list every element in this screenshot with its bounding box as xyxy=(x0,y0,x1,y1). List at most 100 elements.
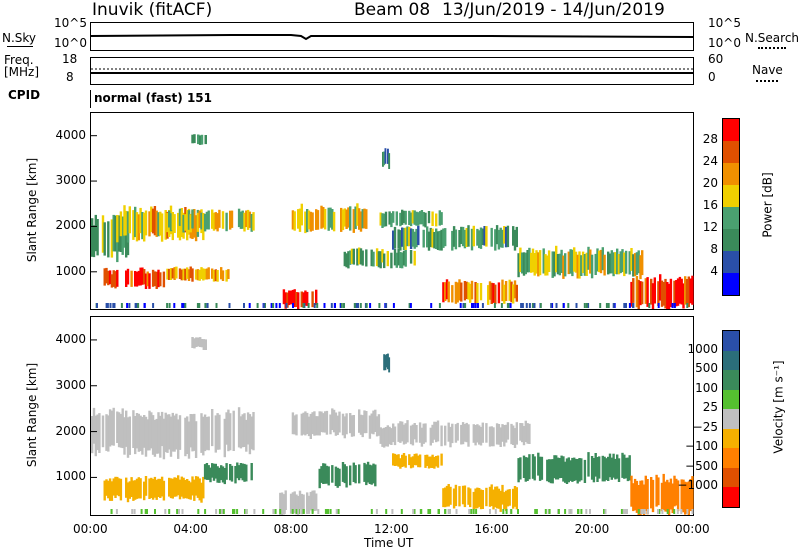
colorbar-segment xyxy=(723,467,739,488)
velocity-cell xyxy=(214,415,217,453)
power-cell xyxy=(573,247,576,272)
power-cell xyxy=(433,232,436,249)
power-cell xyxy=(413,250,416,266)
power-cell xyxy=(205,211,209,230)
power-cell xyxy=(528,247,531,273)
power-cell xyxy=(384,148,387,164)
velocity-cell xyxy=(651,479,655,513)
velocity-cell xyxy=(289,493,293,514)
velocity-cell xyxy=(194,421,198,458)
power-cell xyxy=(460,282,463,302)
power-cell xyxy=(427,231,431,251)
velocity-cell xyxy=(173,477,176,497)
power-cell xyxy=(171,268,174,279)
power-cell xyxy=(173,214,176,233)
velocity-cell xyxy=(372,410,375,435)
colorbar-tick-label: −25 xyxy=(692,419,718,434)
power-cell xyxy=(551,251,554,278)
velocity-cell xyxy=(433,456,436,469)
velocity-cell xyxy=(202,416,205,456)
freq-tick-bottom: 8 xyxy=(66,70,74,84)
power-cell xyxy=(409,212,413,227)
velocity-cell xyxy=(105,414,108,451)
velocity-cell xyxy=(478,488,481,507)
velocity-cell xyxy=(116,476,119,496)
power-cell xyxy=(355,303,357,308)
velocity-cell xyxy=(442,488,445,508)
velocity-cell xyxy=(331,465,334,483)
power-cell xyxy=(112,270,115,287)
power-cell xyxy=(599,249,603,274)
nsky-trace xyxy=(91,34,693,41)
power-cell xyxy=(680,278,683,305)
power-cell xyxy=(112,303,115,308)
velocity-cell xyxy=(673,475,676,507)
power-cell xyxy=(225,212,228,232)
velocity-cell xyxy=(413,509,416,514)
velocity-cell xyxy=(415,425,418,443)
velocity-cell xyxy=(399,458,402,469)
velocity-cell xyxy=(211,409,214,447)
velocity-cell xyxy=(184,417,187,457)
power-cell xyxy=(302,303,305,308)
velocity-cell xyxy=(549,459,553,484)
velocity-cell xyxy=(365,411,368,434)
power-cell xyxy=(323,303,326,308)
power-cell xyxy=(353,303,356,308)
power-cell xyxy=(137,214,140,241)
velocity-cell xyxy=(589,509,591,514)
power-cell xyxy=(495,225,499,245)
velocity-cell xyxy=(413,423,416,440)
velocity-cell xyxy=(193,338,196,349)
velocity-cell xyxy=(404,455,407,468)
beam-label: Beam 08 xyxy=(354,0,431,20)
velocity-cell xyxy=(173,415,176,452)
power-cell xyxy=(177,213,180,233)
velocity-cell xyxy=(320,466,323,483)
velocity-cell xyxy=(506,422,510,440)
power-cell xyxy=(383,151,386,166)
velocity-cell xyxy=(499,427,502,447)
velocity-cell xyxy=(307,416,311,437)
velocity-cell xyxy=(334,466,338,486)
power-cell xyxy=(157,269,160,288)
velocity-cell xyxy=(236,509,239,514)
velocity-cell xyxy=(461,485,465,505)
velocity-cell xyxy=(614,458,617,480)
power-cell xyxy=(347,207,350,228)
colorbar-segment xyxy=(723,428,739,449)
power-cell xyxy=(537,252,540,277)
velocity-cell xyxy=(616,454,619,479)
velocity-cell xyxy=(243,463,246,482)
power-cell xyxy=(493,303,496,308)
velocity-cell xyxy=(476,424,479,443)
power-cell xyxy=(298,208,302,232)
velocity-cell xyxy=(295,494,298,515)
velocity-cell xyxy=(534,509,537,514)
velocity-cell xyxy=(130,477,133,497)
velocity-cell xyxy=(150,477,153,498)
power-cell xyxy=(334,303,336,308)
velocity-cell xyxy=(519,423,522,441)
velocity-cell xyxy=(193,479,196,501)
velocity-cell xyxy=(234,466,237,484)
velocity-cell xyxy=(128,481,131,499)
power-cell xyxy=(229,210,232,230)
velocity-cell xyxy=(409,425,413,445)
power-cell xyxy=(569,249,572,274)
power-cell xyxy=(687,276,690,308)
velocity-cell xyxy=(676,509,679,514)
colorbar-tick-label: 16 xyxy=(702,198,718,212)
velocity-cell xyxy=(505,509,508,514)
power-cell xyxy=(352,248,355,265)
velocity-cell xyxy=(230,465,234,482)
power-cell xyxy=(189,214,192,233)
velocity-cell xyxy=(391,509,394,514)
power-cell xyxy=(508,279,511,301)
velocity-cell xyxy=(510,423,513,445)
velocity-cell xyxy=(325,509,328,514)
power-cell xyxy=(196,212,200,232)
power-cell xyxy=(141,212,144,240)
velocity-cell xyxy=(521,423,524,443)
colorbar-segment xyxy=(723,229,739,251)
